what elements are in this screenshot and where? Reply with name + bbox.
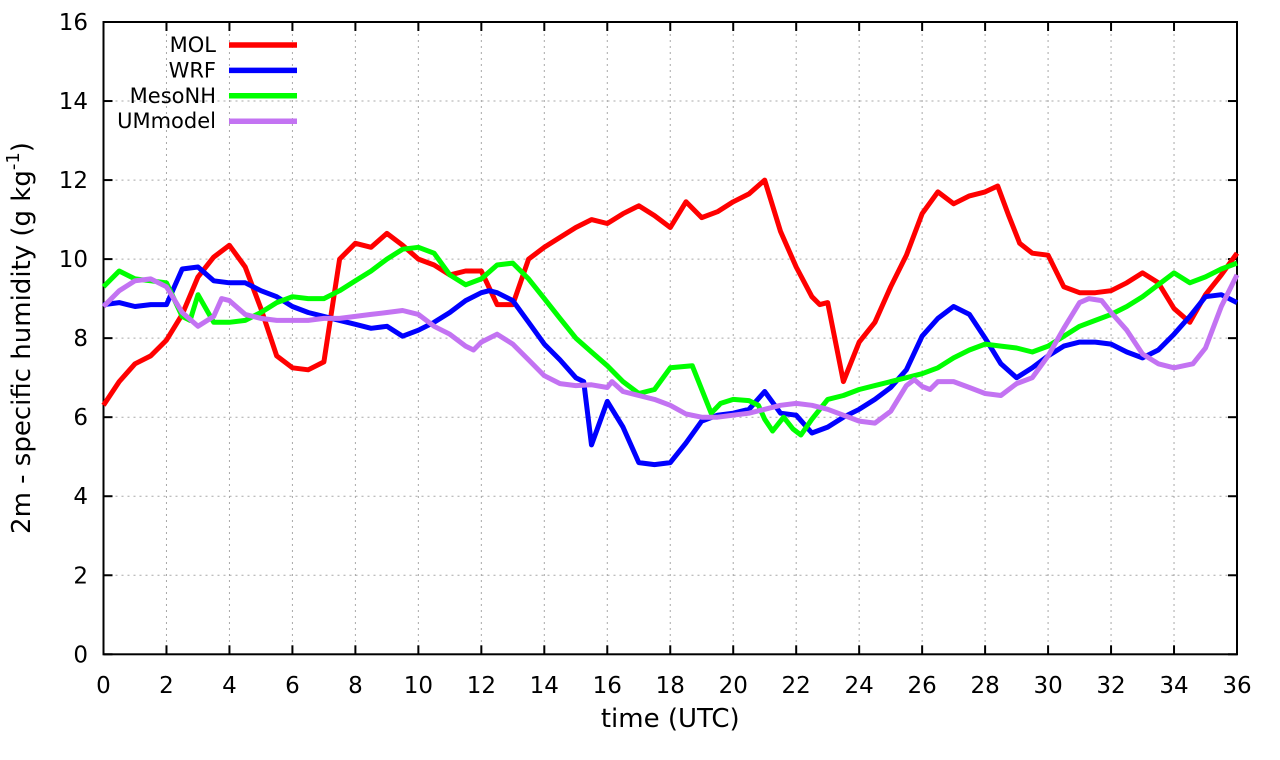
x-tick-label: 28 [970,673,999,699]
y-tick-label: 8 [73,326,88,352]
series-line-UMmodel [101,273,1240,426]
legend-label-MOL: MOL [170,33,217,57]
y-tick-label: 14 [59,89,88,115]
x-tick-label: 20 [719,673,748,699]
x-tick-label: 18 [656,673,685,699]
x-tick-label: 2 [159,673,174,699]
x-tick-label: 30 [1033,673,1062,699]
legend-label-UMmodel: UMmodel [117,109,216,133]
x-tick-label: 34 [1159,673,1188,699]
y-tick-label: 4 [73,484,88,510]
y-tick-label: 16 [59,10,88,36]
series-line-MOL [101,177,1240,407]
series-lines [101,177,1240,468]
y-tick-label: 6 [73,405,88,431]
x-tick-label: 16 [593,673,622,699]
x-tick-label: 6 [285,673,300,699]
x-axis-title: time (UTC) [601,704,740,734]
legend-label-MesoNH: MesoNH [130,84,216,108]
x-tick-label: 26 [907,673,936,699]
y-tick-label: 2 [73,563,88,589]
x-tick-label: 14 [530,673,559,699]
axis-ticks: 0 2 4 6 8 10 12 14 16 18 20 22 24 26 28 30 32 34 360246810… [59,10,1252,699]
x-tick-label: 22 [782,673,811,699]
x-tick-label: 12 [467,673,496,699]
y-tick-label: 0 [73,642,88,668]
x-tick-label: 10 [404,673,433,699]
y-tick-label: 12 [59,168,88,194]
x-tick-label: 0 [96,673,111,699]
y-tick-label: 10 [59,247,88,273]
y-axis-title: 2m - specific humidity (g kg-1) [3,142,37,534]
legend-label-WRF: WRF [169,58,216,82]
x-tick-label: 4 [222,673,237,699]
series-line-MesoNH [101,244,1238,438]
x-tick-label: 32 [1096,673,1125,699]
x-tick-label: 24 [845,673,874,699]
x-tick-label: 36 [1222,673,1251,699]
x-tick-label: 8 [348,673,363,699]
